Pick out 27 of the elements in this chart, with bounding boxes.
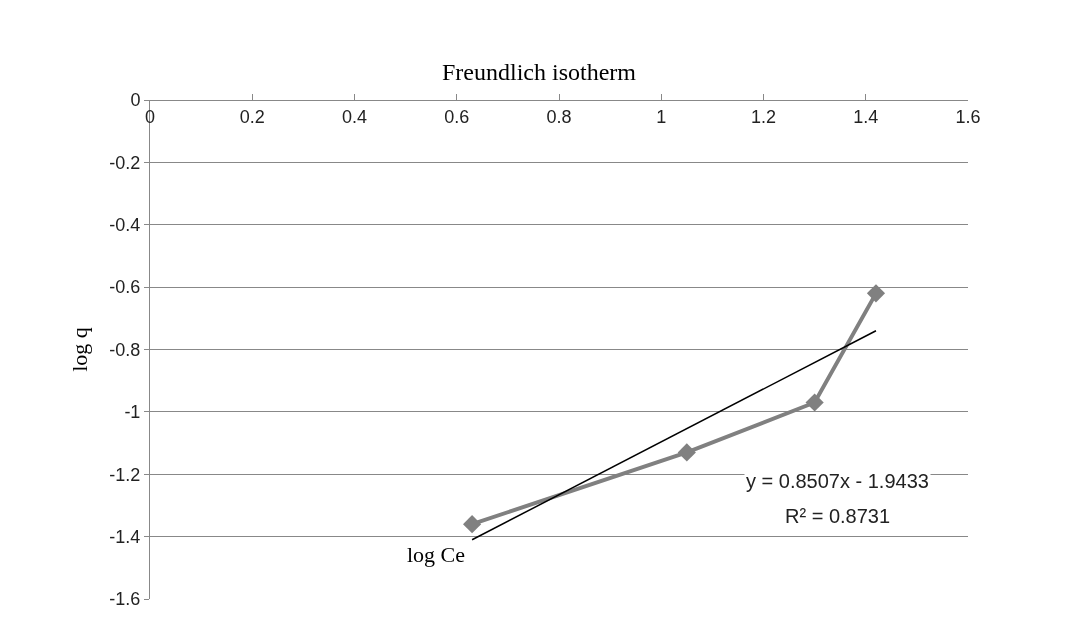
y-tick-label: -1.6 xyxy=(109,589,141,610)
x-tick-label: 1.4 xyxy=(853,106,879,127)
x-tick-label: 1.2 xyxy=(750,106,777,127)
x-tick-label: 1.6 xyxy=(955,106,981,127)
point xyxy=(677,443,696,462)
x-tick-label: 0.8 xyxy=(546,106,572,127)
annotation: R² = 0.8731 xyxy=(785,505,891,527)
point xyxy=(462,515,482,534)
y-tick-label: -0.2 xyxy=(109,152,141,173)
chart-title: Freundlich isotherm xyxy=(442,59,637,86)
y-tick-label: -1 xyxy=(124,402,141,423)
y-tick-label: -0.6 xyxy=(109,277,141,298)
annotation: y = 0.8507x - 1.9433 xyxy=(746,470,929,492)
x-tick-label: 0 xyxy=(144,106,156,127)
point xyxy=(805,393,824,412)
y-tick-label: -1.2 xyxy=(109,464,141,485)
y-tick-label: 0 xyxy=(130,90,141,111)
y-tick-label: -1.4 xyxy=(109,526,141,547)
y-axis-title: log q xyxy=(67,327,93,372)
point xyxy=(866,284,886,303)
x-tick-label: 0.6 xyxy=(444,106,470,127)
x-axis-title: log Ce xyxy=(407,542,466,567)
x-tick-label: 0.2 xyxy=(239,106,265,127)
x-tick-label: 0.4 xyxy=(341,106,368,127)
y-tick-label: -0.4 xyxy=(109,215,141,236)
x-tick-label: 1 xyxy=(656,106,667,127)
y-tick-label: -0.8 xyxy=(109,339,141,360)
